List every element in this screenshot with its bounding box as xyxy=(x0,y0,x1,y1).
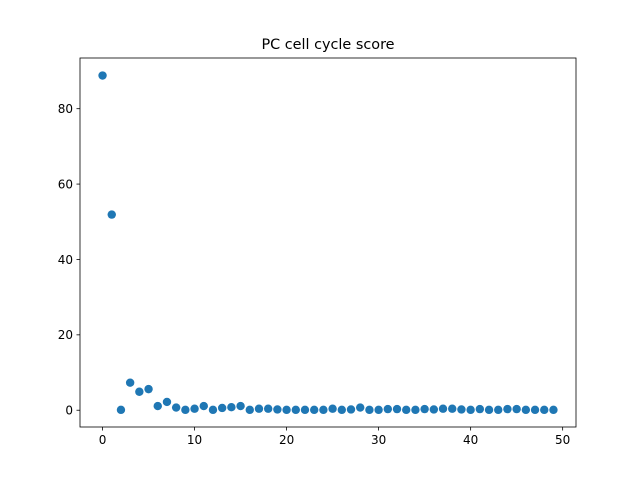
x-axis-ticks: 0 10 20 30 40 50 xyxy=(99,427,570,447)
data-point xyxy=(162,397,172,407)
data-point xyxy=(282,405,291,415)
data-point xyxy=(107,210,116,219)
data-point xyxy=(144,384,153,394)
data-point xyxy=(494,405,503,415)
data-point xyxy=(374,405,383,415)
chart-title: PC cell cycle score xyxy=(261,37,394,53)
x-tick-label: 40 xyxy=(463,433,478,447)
data-point xyxy=(420,404,429,414)
plot-frame xyxy=(79,57,577,428)
data-point xyxy=(356,403,365,412)
data-point xyxy=(328,404,337,413)
data-point xyxy=(365,405,374,415)
data-point xyxy=(217,403,227,413)
data-point xyxy=(448,404,457,413)
y-tick-label: 80 xyxy=(58,102,73,116)
data-point xyxy=(98,71,107,80)
data-point xyxy=(319,405,328,415)
data-point xyxy=(208,405,218,415)
data-point xyxy=(153,401,162,411)
y-axis-ticks: 0 20 40 60 80 xyxy=(58,102,80,418)
data-point xyxy=(245,405,254,415)
data-point xyxy=(549,405,558,415)
data-point xyxy=(411,405,420,415)
data-point xyxy=(263,404,273,413)
data-point xyxy=(383,404,393,414)
data-point xyxy=(116,405,126,415)
y-tick-label: 40 xyxy=(58,253,73,267)
x-tick-label: 10 xyxy=(187,433,202,447)
data-point xyxy=(199,401,208,411)
y-tick-label: 60 xyxy=(58,177,73,191)
data-point xyxy=(484,405,494,415)
data-point xyxy=(521,405,531,415)
data-point xyxy=(300,405,310,415)
data-point xyxy=(190,404,199,413)
data-point xyxy=(466,405,475,415)
x-tick-label: 0 xyxy=(99,433,107,447)
data-point xyxy=(125,378,135,387)
x-tick-label: 50 xyxy=(555,433,570,447)
data-point xyxy=(181,405,190,415)
data-point xyxy=(530,405,540,415)
data-point xyxy=(254,404,264,413)
data-point xyxy=(171,403,181,412)
data-point xyxy=(512,404,521,414)
data-points xyxy=(98,71,558,415)
data-point xyxy=(503,404,512,414)
data-point xyxy=(346,405,356,414)
data-point xyxy=(540,405,549,415)
data-point xyxy=(273,405,282,414)
data-point xyxy=(429,405,439,414)
y-tick-label: 20 xyxy=(58,328,73,342)
x-tick-label: 20 xyxy=(279,433,294,447)
data-point xyxy=(227,403,236,412)
data-point xyxy=(337,405,346,415)
x-tick-label: 30 xyxy=(371,433,386,447)
data-point xyxy=(402,405,411,415)
data-point xyxy=(291,405,300,415)
data-point xyxy=(438,404,448,413)
data-point xyxy=(310,405,319,415)
data-point xyxy=(135,387,144,396)
data-point xyxy=(475,404,485,414)
data-point xyxy=(236,401,245,411)
data-point xyxy=(392,404,402,414)
y-tick-label: 0 xyxy=(65,404,73,418)
data-point xyxy=(457,405,466,414)
